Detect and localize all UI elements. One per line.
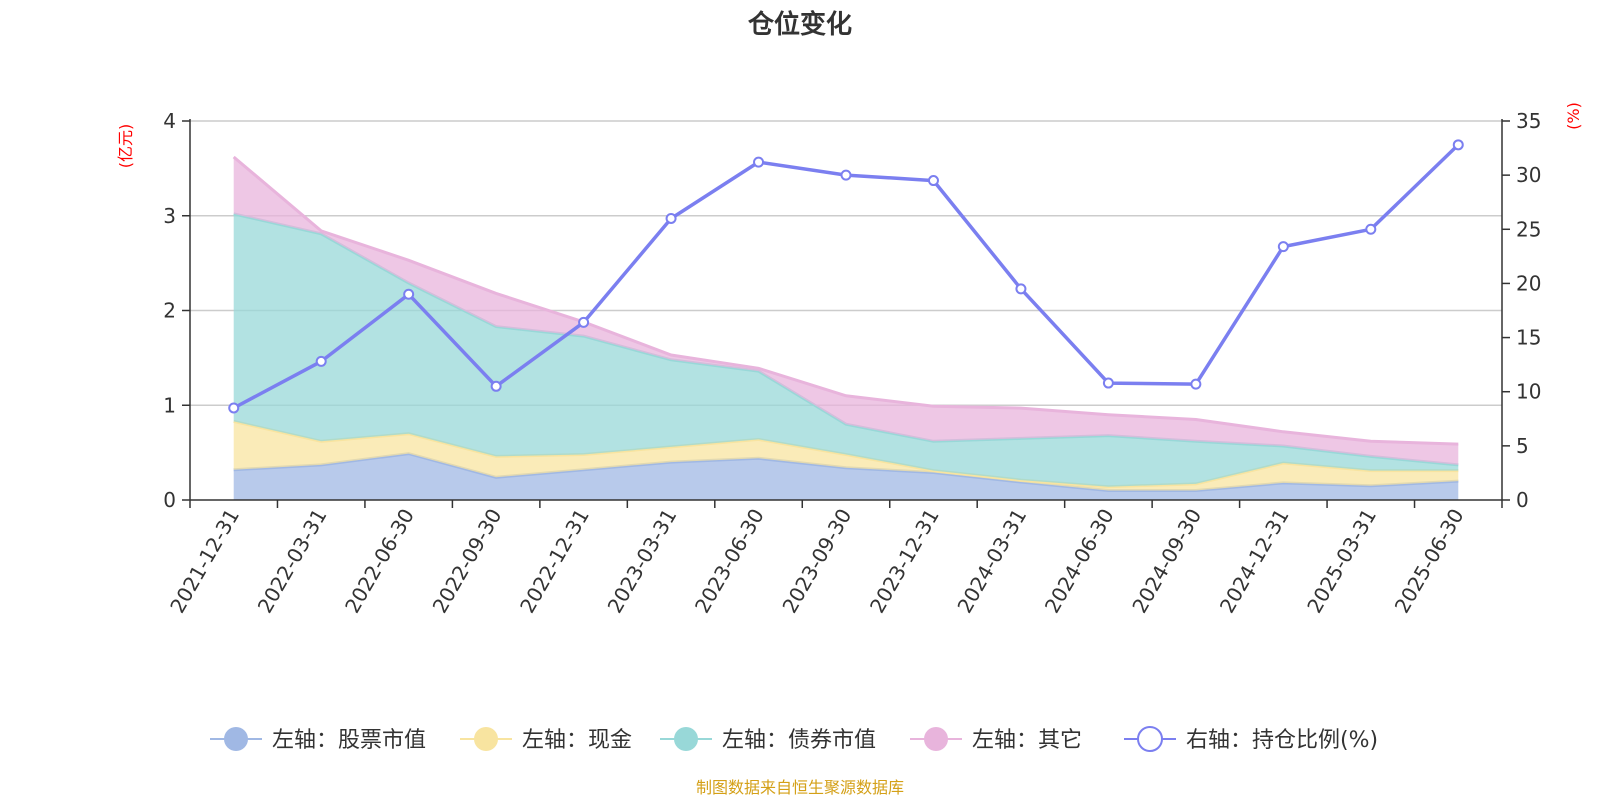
right-tick-label: 5 bbox=[1516, 434, 1529, 458]
right-tick-label: 25 bbox=[1516, 217, 1541, 241]
x-tick-label: 2024-09-30 bbox=[1127, 505, 1206, 618]
ratio-point bbox=[927, 175, 939, 187]
ratio-line-layer bbox=[228, 139, 1464, 414]
legend-marker bbox=[924, 727, 948, 751]
legend-marker bbox=[1137, 726, 1163, 752]
left-tick-label: 3 bbox=[163, 204, 176, 228]
x-tick-label: 2023-09-30 bbox=[777, 505, 856, 618]
area-other bbox=[233, 157, 1459, 465]
ratio-point bbox=[578, 316, 590, 328]
x-tick-label: 2022-09-30 bbox=[428, 505, 507, 618]
x-tick-label: 2024-06-30 bbox=[1040, 505, 1119, 618]
ratio-point bbox=[1190, 378, 1202, 390]
ratio-point bbox=[1102, 377, 1114, 389]
ratio-point bbox=[1015, 283, 1027, 295]
x-tick-label: 2025-03-31 bbox=[1302, 505, 1381, 618]
legend-label: 左轴：现金 bbox=[522, 728, 632, 753]
stacked-areas bbox=[232, 155, 1459, 500]
area-stock bbox=[233, 453, 1459, 500]
ratio-point bbox=[665, 212, 677, 224]
x-tick-label: 2021-12-31 bbox=[165, 505, 244, 618]
left-tick-label: 0 bbox=[163, 488, 176, 512]
ratio-point bbox=[315, 355, 327, 367]
ratio-point bbox=[490, 380, 502, 392]
right-tick-label: 35 bbox=[1516, 109, 1541, 133]
right-tick-label: 0 bbox=[1516, 488, 1529, 512]
ratio-point bbox=[1365, 223, 1377, 235]
x-tick-label: 2023-06-30 bbox=[690, 505, 769, 618]
ratio-point bbox=[1452, 139, 1464, 151]
legend-marker bbox=[674, 727, 698, 751]
x-tick-label: 2023-12-31 bbox=[865, 505, 944, 618]
left-tick-label: 4 bbox=[163, 109, 176, 133]
ratio-point bbox=[840, 169, 852, 181]
x-tick-labels: 2021-12-31 2022-03-31 2022-06-30 2022-09-30… bbox=[165, 505, 1468, 618]
left-tick-label: 1 bbox=[163, 393, 176, 417]
x-tick-label: 2025-06-30 bbox=[1390, 505, 1469, 618]
x-tick-label: 2022-03-31 bbox=[253, 505, 332, 618]
x-tick-label: 2024-12-31 bbox=[1215, 505, 1294, 618]
data-source-note: 制图数据来自恒生聚源数据库 bbox=[696, 778, 904, 797]
legend-label: 左轴：股票市值 bbox=[272, 728, 426, 753]
area-bond bbox=[233, 213, 1459, 487]
right-tick-label: 10 bbox=[1516, 380, 1541, 404]
ratio-point bbox=[1277, 241, 1289, 253]
legend-label: 左轴：其它 bbox=[972, 728, 1082, 753]
axes: 0 1 2 3 4 0 5 10 15 20 25 30 35 bbox=[163, 109, 1541, 512]
legend: 左轴：股票市值 左轴：现金 左轴：债券市值 左轴：其它 右轴：持仓比例(%) bbox=[210, 726, 1378, 753]
x-tick-label: 2022-06-30 bbox=[340, 505, 419, 618]
left-axis-unit: (亿元) bbox=[116, 124, 135, 169]
legend-marker bbox=[474, 727, 498, 751]
chart-title: 仓位变化 bbox=[747, 9, 852, 40]
ratio-point bbox=[403, 288, 415, 300]
right-axis-unit: (%) bbox=[1564, 102, 1583, 130]
ratio-point bbox=[228, 402, 240, 414]
right-tick-label: 20 bbox=[1516, 271, 1541, 295]
left-tick-label: 2 bbox=[163, 299, 176, 323]
x-tick-label: 2022-12-31 bbox=[515, 505, 594, 618]
right-tick-label: 30 bbox=[1516, 163, 1541, 187]
ratio-point bbox=[753, 156, 765, 168]
right-tick-label: 15 bbox=[1516, 326, 1541, 350]
x-tick-label: 2023-03-31 bbox=[602, 505, 681, 618]
legend-label: 左轴：债券市值 bbox=[722, 728, 876, 753]
legend-marker bbox=[224, 727, 248, 751]
legend-label: 右轴：持仓比例(%) bbox=[1186, 728, 1378, 753]
area-edge-other bbox=[232, 155, 1459, 446]
x-tick-label: 2024-03-31 bbox=[952, 505, 1031, 618]
